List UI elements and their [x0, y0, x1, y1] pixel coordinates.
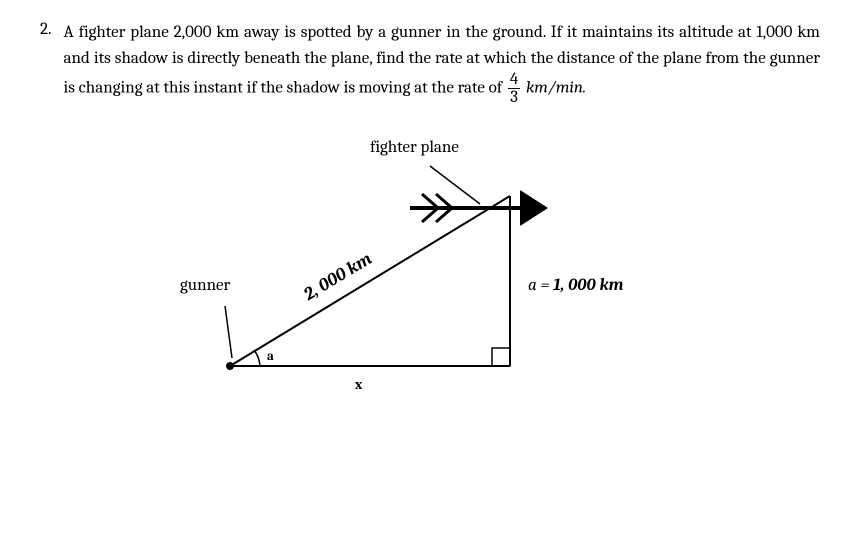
altitude-label: a = 1, 000 km	[528, 276, 623, 295]
line4-post: km/min.	[522, 78, 586, 97]
gunner-point	[226, 362, 234, 370]
problem-block: 2. A fighter plane 2,000 km away is spot…	[40, 20, 820, 106]
x-label: x	[355, 376, 362, 393]
line4-pre: shadow is moving at the rate of	[287, 78, 506, 97]
plane-arrow-icon	[410, 190, 548, 226]
altitude-label-pre: a =	[528, 276, 553, 295]
angle-label: a	[267, 349, 274, 364]
diagram-svg	[170, 136, 770, 416]
diagram: fighter plane gunner 2, 000 km a = 1, 00…	[170, 136, 770, 416]
plane-label: fighter plane	[370, 138, 459, 157]
line1: A fighter plane 2,000 km away is spotted…	[64, 23, 675, 42]
hypotenuse-line	[230, 196, 510, 366]
fraction-numerator: 4	[508, 71, 520, 89]
angle-arc	[254, 350, 260, 366]
problem-number: 2.	[40, 20, 64, 39]
right-angle-icon	[492, 348, 510, 366]
gunner-label: gunner	[180, 276, 230, 295]
altitude-label-val: 1, 000 km	[553, 276, 623, 295]
fraction: 43	[508, 71, 520, 106]
fraction-denominator: 3	[508, 89, 520, 106]
problem-text: A fighter plane 2,000 km away is spotted…	[64, 20, 820, 106]
plane-pointer	[430, 166, 480, 204]
gunner-pointer	[225, 306, 232, 358]
